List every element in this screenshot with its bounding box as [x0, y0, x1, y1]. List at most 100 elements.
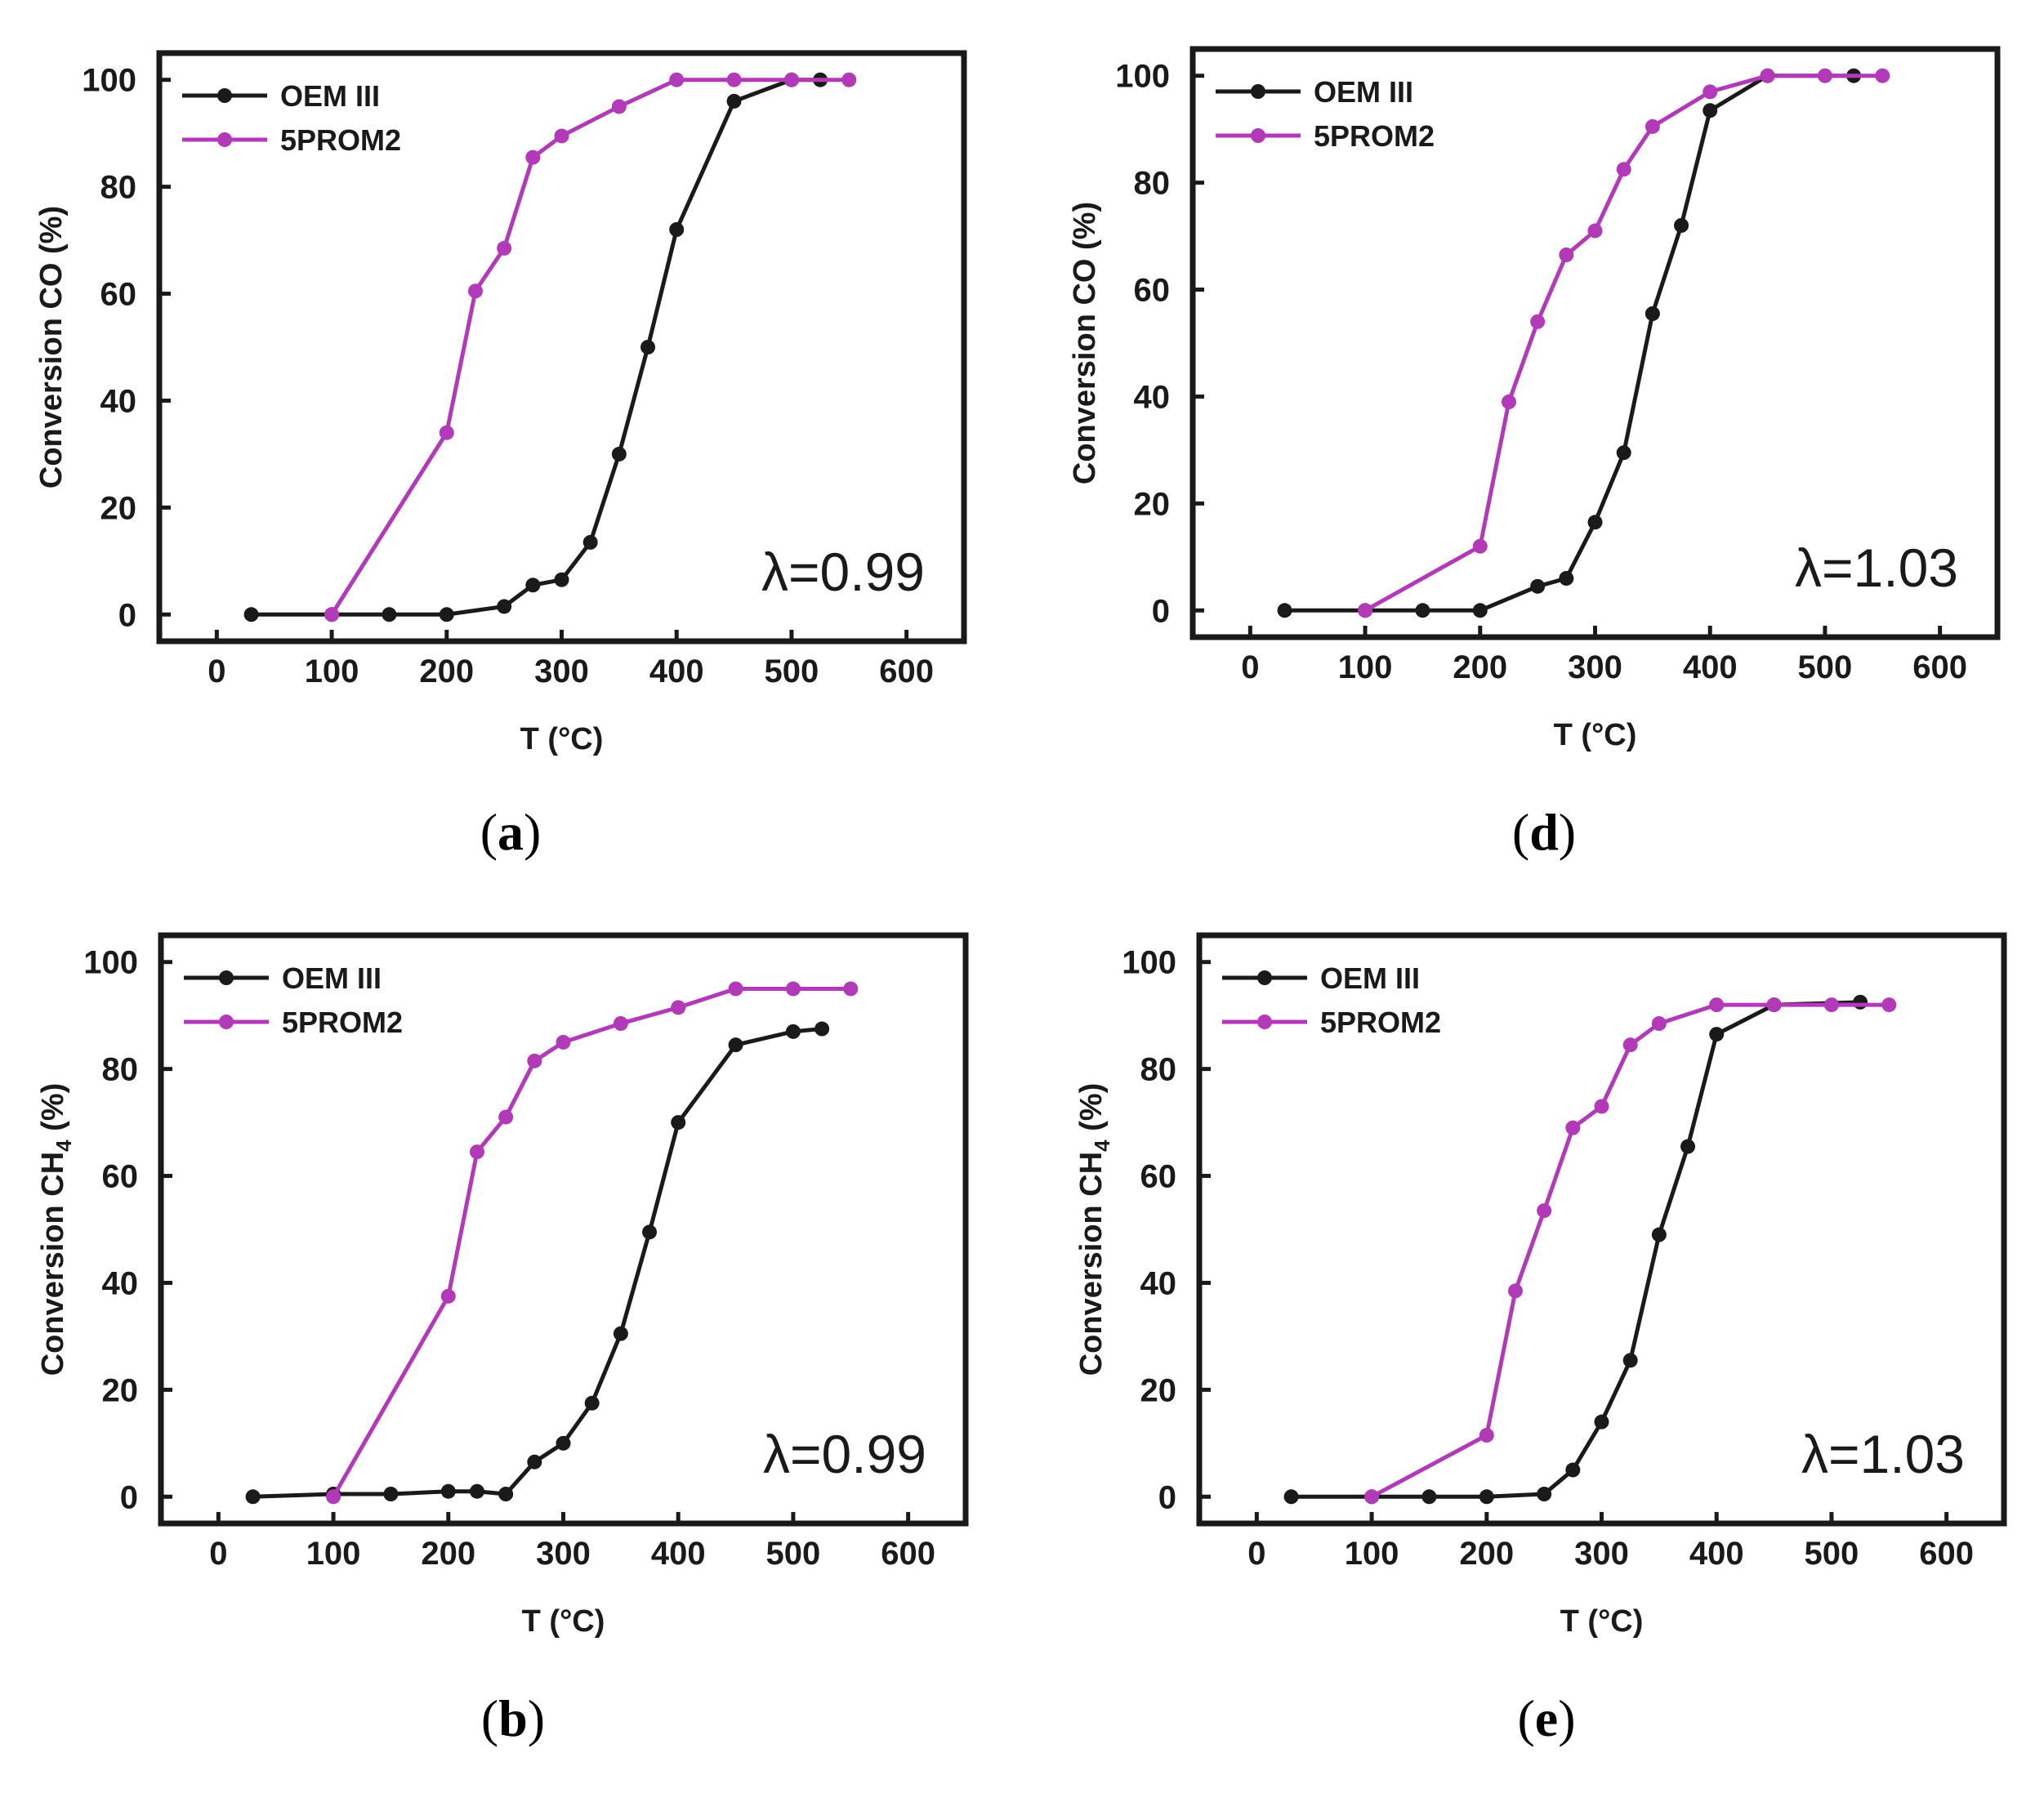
x-tick-label: 300 — [536, 1536, 591, 1572]
data-point — [554, 128, 569, 144]
data-point — [1283, 1489, 1299, 1505]
data-point — [1703, 103, 1718, 118]
data-point — [439, 425, 454, 440]
y-axis-title-main: Conversion CH — [1074, 1152, 1109, 1376]
data-point — [1501, 395, 1516, 409]
data-point — [1703, 84, 1718, 100]
y-tick-label: 80 — [1134, 166, 1171, 202]
data-point — [1881, 997, 1897, 1013]
series-line-5prom2 — [1370, 1002, 1890, 1499]
data-point — [525, 578, 541, 593]
data-point — [1364, 1489, 1380, 1505]
series-line-oem-iii — [251, 78, 821, 617]
data-point — [469, 1483, 484, 1499]
x-tick-label: 0 — [1247, 1536, 1265, 1572]
data-point — [1594, 1099, 1609, 1114]
y-tick-label: 80 — [102, 1052, 139, 1088]
data-point — [728, 981, 743, 997]
y-tick-label: 20 — [100, 490, 137, 526]
y-tick-label: 100 — [1115, 59, 1170, 95]
data-point — [382, 607, 397, 622]
data-point — [498, 1109, 514, 1125]
data-point — [1817, 68, 1832, 83]
data-point — [1559, 248, 1574, 262]
y-tick-label: 60 — [1134, 273, 1171, 309]
legend-swatch-marker — [219, 970, 234, 985]
legend-swatch-marker — [1257, 1015, 1272, 1029]
data-point — [1421, 1489, 1437, 1505]
panel-label-a: (a) — [480, 803, 542, 861]
y-axis-title-suffix: (%) — [1074, 1083, 1109, 1140]
data-point — [1875, 68, 1890, 83]
legend-swatch-marker — [219, 1015, 234, 1029]
data-point — [245, 1489, 261, 1505]
y-tick-label: 40 — [1134, 379, 1171, 415]
y-axis-title-main: Conversion CH — [36, 1152, 70, 1376]
x-axis-title: T (°C) — [1554, 718, 1637, 752]
data-point — [669, 72, 685, 87]
x-axis-title: T (°C) — [1560, 1604, 1644, 1639]
legend-label: OEM III — [282, 961, 382, 995]
legend-label: 5PROM2 — [1314, 119, 1435, 153]
x-tick-label: 500 — [765, 653, 819, 689]
series-line-5prom2 — [1363, 74, 1883, 613]
data-point — [1616, 162, 1631, 177]
data-point — [1616, 445, 1631, 461]
data-point — [243, 607, 259, 622]
data-point — [611, 446, 627, 462]
y-tick-label: 40 — [100, 383, 137, 419]
x-tick-label: 100 — [305, 653, 359, 689]
data-point — [1622, 1353, 1638, 1368]
y-axis-title-suffix: (%) — [36, 1083, 70, 1140]
data-point — [640, 340, 656, 355]
data-point — [1853, 994, 1868, 1010]
lambda-annotation: λ=0.99 — [761, 542, 925, 602]
legend-swatch-marker — [217, 88, 232, 103]
data-point — [1709, 997, 1725, 1013]
x-tick-label: 300 — [1568, 649, 1622, 685]
data-point — [726, 72, 742, 87]
chart-panel-b: 0 100 200 300 400 500 600 0 20 40 60 80 100 T (°C) Con… — [36, 932, 969, 1747]
data-point — [582, 534, 598, 550]
data-point — [1709, 1027, 1725, 1042]
x-tick-label: 600 — [1919, 1536, 1974, 1572]
data-point — [1622, 1037, 1638, 1053]
data-point — [527, 1053, 542, 1068]
data-point — [1530, 314, 1546, 329]
data-point — [383, 1487, 399, 1501]
x-tick-label: 400 — [649, 653, 704, 689]
panel-label-d: (d) — [1512, 803, 1576, 861]
y-axis-title-subscript: 4 — [1090, 1140, 1114, 1152]
y-tick-label: 0 — [1152, 593, 1170, 629]
x-tick-label: 200 — [1459, 1536, 1514, 1572]
data-point — [554, 572, 569, 587]
data-point — [469, 1144, 484, 1160]
data-point — [1530, 578, 1546, 594]
data-point — [467, 283, 483, 299]
x-tick-label: 400 — [1689, 1536, 1744, 1572]
x-tick-label: 0 — [209, 1536, 227, 1572]
data-point — [1651, 1227, 1667, 1242]
data-point — [497, 240, 512, 256]
data-point — [1760, 68, 1775, 83]
data-point — [1594, 1414, 1609, 1430]
x-tick-label: 0 — [208, 653, 225, 689]
data-point — [613, 1016, 628, 1031]
data-point — [843, 981, 859, 997]
data-point — [1472, 603, 1488, 618]
y-tick-label: 40 — [102, 1265, 139, 1301]
legend-label: 5PROM2 — [1320, 1006, 1441, 1039]
data-point — [1823, 997, 1839, 1013]
data-point — [1587, 515, 1603, 530]
data-point — [1587, 223, 1603, 239]
y-axis-title: Conversion CH4 (%) — [1074, 1083, 1114, 1376]
x-tick-label: 200 — [419, 653, 474, 689]
x-tick-label: 300 — [534, 653, 589, 689]
data-point — [671, 1115, 686, 1131]
data-point — [785, 1024, 801, 1039]
legend-label: 5PROM2 — [282, 1006, 403, 1039]
x-tick-label: 600 — [1912, 649, 1967, 685]
data-point — [814, 1021, 830, 1037]
y-axis-title-main: Conversion CO (%) — [1068, 202, 1102, 484]
